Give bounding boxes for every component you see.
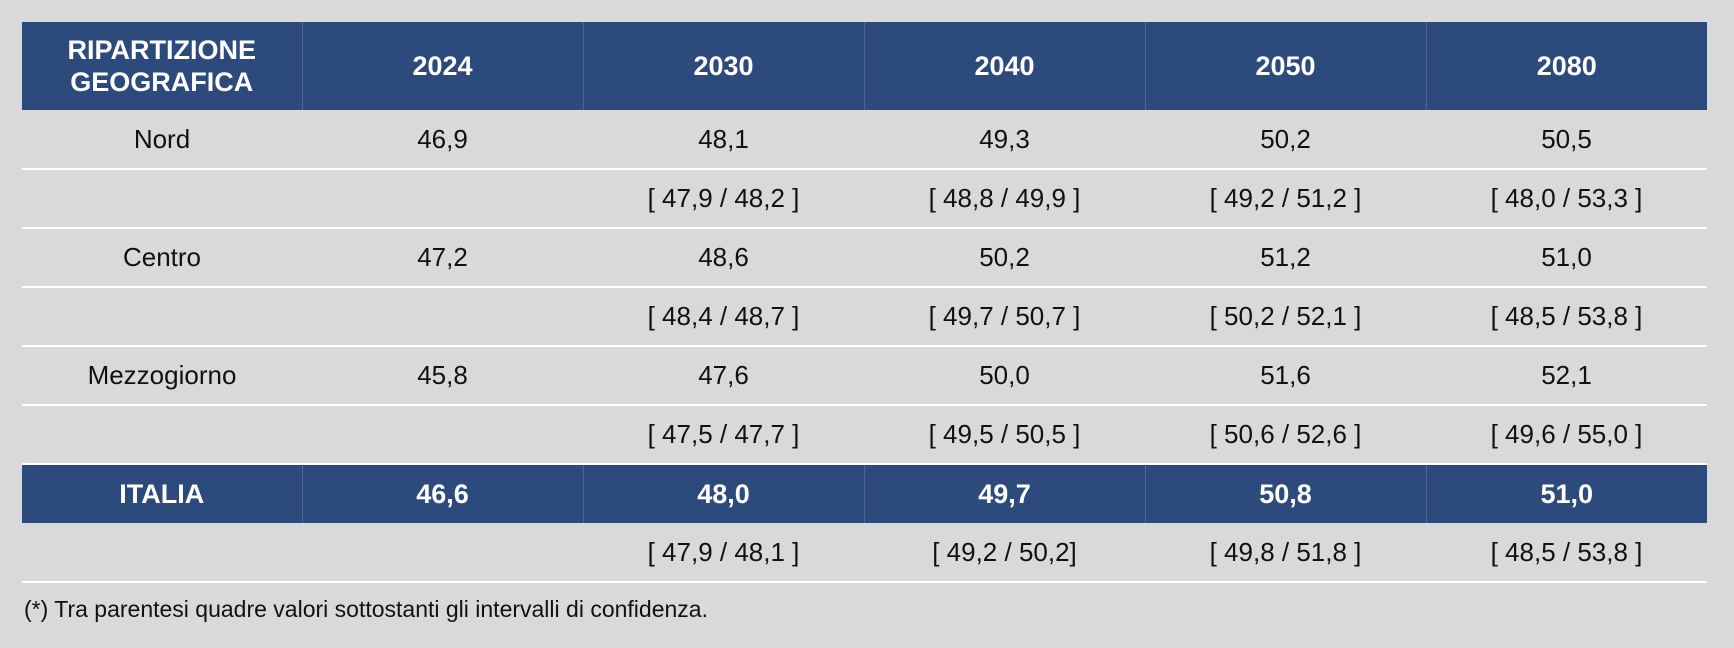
- ci-cell: [22, 523, 302, 583]
- ci-cell: [ 48,8 / 49,9 ]: [864, 169, 1145, 229]
- ci-cell: [22, 287, 302, 347]
- total-label: ITALIA: [22, 464, 303, 523]
- value-cell: 48,6: [583, 228, 864, 288]
- total-value-cell: 49,7: [864, 464, 1146, 523]
- ci-cell: [ 48,4 / 48,7 ]: [583, 287, 864, 347]
- header-region-label: RIPARTIZIONE GEOGRAFICA: [67, 35, 257, 97]
- header-region: RIPARTIZIONE GEOGRAFICA: [22, 22, 303, 110]
- confidence-row-nord: [ 47,9 / 48,2 ] [ 48,8 / 49,9 ] [ 49,2 /…: [22, 169, 1707, 229]
- total-value-cell: 50,8: [1145, 464, 1427, 523]
- ci-cell: [ 47,9 / 48,2 ]: [583, 169, 864, 229]
- value-cell: 47,6: [583, 346, 864, 406]
- ci-cell: [ 49,2 / 51,2 ]: [1145, 169, 1426, 229]
- table-row-italia-total: ITALIA 46,6 48,0 49,7 50,8 51,0: [22, 464, 1707, 523]
- value-cell: 47,2: [302, 228, 583, 288]
- ci-cell: [ 47,9 / 48,1 ]: [583, 523, 864, 583]
- table-row-nord: Nord 46,9 48,1 49,3 50,2 50,5: [22, 110, 1707, 170]
- ci-cell: [ 49,6 / 55,0 ]: [1426, 405, 1707, 465]
- region-name: Nord: [22, 110, 302, 170]
- value-cell: 46,9: [302, 110, 583, 170]
- total-value-cell: 46,6: [302, 464, 584, 523]
- projection-table-container: RIPARTIZIONE GEOGRAFICA 2024 2030 2040 2…: [22, 22, 1707, 583]
- ci-cell: [ 50,2 / 52,1 ]: [1145, 287, 1426, 347]
- value-cell: 50,2: [864, 228, 1145, 288]
- confidence-row-mezzogiorno: [ 47,5 / 47,7 ] [ 49,5 / 50,5 ] [ 50,6 /…: [22, 405, 1707, 465]
- header-year: 2024: [302, 22, 584, 110]
- value-cell: 51,0: [1426, 228, 1707, 288]
- total-value-cell: 48,0: [583, 464, 865, 523]
- header-year: 2080: [1426, 22, 1707, 110]
- table-header-row: RIPARTIZIONE GEOGRAFICA 2024 2030 2040 2…: [22, 22, 1707, 110]
- value-cell: 51,2: [1145, 228, 1426, 288]
- ci-cell: [302, 405, 583, 465]
- header-year: 2040: [864, 22, 1146, 110]
- ci-cell: [ 50,6 / 52,6 ]: [1145, 405, 1426, 465]
- table-row-mezzogiorno: Mezzogiorno 45,8 47,6 50,0 51,6 52,1: [22, 346, 1707, 406]
- table-row-centro: Centro 47,2 48,6 50,2 51,2 51,0: [22, 228, 1707, 288]
- ci-cell: [ 49,7 / 50,7 ]: [864, 287, 1145, 347]
- confidence-row-centro: [ 48,4 / 48,7 ] [ 49,7 / 50,7 ] [ 50,2 /…: [22, 287, 1707, 347]
- region-name: Centro: [22, 228, 302, 288]
- value-cell: 50,0: [864, 346, 1145, 406]
- value-cell: 51,6: [1145, 346, 1426, 406]
- ci-cell: [ 47,5 / 47,7 ]: [583, 405, 864, 465]
- value-cell: 50,5: [1426, 110, 1707, 170]
- ci-cell: [ 48,5 / 53,8 ]: [1426, 287, 1707, 347]
- value-cell: 45,8: [302, 346, 583, 406]
- ci-cell: [22, 405, 302, 465]
- footnote: (*) Tra parentesi quadre valori sottosta…: [24, 596, 708, 622]
- ci-cell: [ 48,5 / 53,8 ]: [1426, 523, 1707, 583]
- confidence-row-italia: [ 47,9 / 48,1 ] [ 49,2 / 50,2] [ 49,8 / …: [22, 523, 1707, 583]
- value-cell: 49,3: [864, 110, 1145, 170]
- ci-cell: [302, 169, 583, 229]
- header-year: 2030: [583, 22, 865, 110]
- projection-table: RIPARTIZIONE GEOGRAFICA 2024 2030 2040 2…: [22, 22, 1707, 583]
- ci-cell: [ 48,0 / 53,3 ]: [1426, 169, 1707, 229]
- ci-cell: [ 49,8 / 51,8 ]: [1145, 523, 1426, 583]
- ci-cell: [22, 169, 302, 229]
- ci-cell: [302, 523, 583, 583]
- value-cell: 52,1: [1426, 346, 1707, 406]
- ci-cell: [302, 287, 583, 347]
- ci-cell: [ 49,5 / 50,5 ]: [864, 405, 1145, 465]
- value-cell: 48,1: [583, 110, 864, 170]
- ci-cell: [ 49,2 / 50,2]: [864, 523, 1145, 583]
- header-year: 2050: [1145, 22, 1427, 110]
- region-name: Mezzogiorno: [22, 346, 302, 406]
- total-value-cell: 51,0: [1426, 464, 1707, 523]
- value-cell: 50,2: [1145, 110, 1426, 170]
